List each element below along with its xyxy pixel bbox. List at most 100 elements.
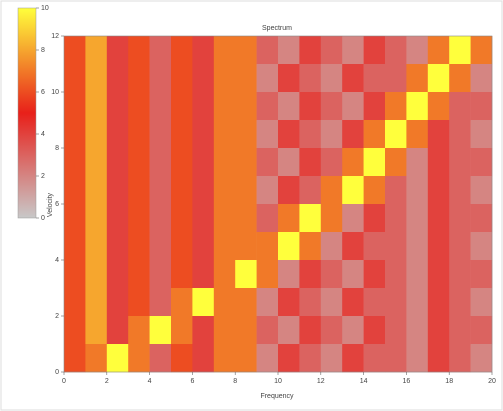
heatmap-cell <box>171 92 193 121</box>
heatmap-cell <box>342 316 364 345</box>
heatmap-cell <box>342 176 364 205</box>
heatmap-cell <box>192 288 215 317</box>
x-tick-label: 6 <box>190 378 194 385</box>
heatmap-cell <box>149 176 172 205</box>
heatmap-cell <box>320 232 343 261</box>
colorbar-tick-label: 6 <box>41 89 45 96</box>
heatmap-cell <box>299 64 322 93</box>
x-tick-label: 0 <box>62 378 66 385</box>
heatmap-cell <box>85 260 108 289</box>
heatmap-cell <box>171 316 193 345</box>
heatmap-cell <box>320 176 343 205</box>
heatmap-cell <box>235 316 257 345</box>
heatmap-cell <box>278 148 300 177</box>
heatmap-cell <box>449 176 471 205</box>
heatmap-cell <box>85 148 108 177</box>
heatmap-cell <box>278 92 300 121</box>
heatmap-cell <box>64 36 86 65</box>
x-tick-label: 18 <box>445 378 453 385</box>
heatmap-cell <box>106 92 129 121</box>
heatmap-cell <box>299 260 322 289</box>
heatmap-cell <box>256 260 279 289</box>
heatmap-cell <box>64 316 86 345</box>
heatmap-cell <box>278 260 300 289</box>
heatmap-cell <box>64 260 86 289</box>
heatmap-cell <box>192 204 215 233</box>
heatmap-cell <box>149 260 172 289</box>
heatmap-cell <box>192 232 215 261</box>
heatmap-cell <box>106 232 129 261</box>
heatmap-cell <box>256 148 279 177</box>
heatmap-cell <box>470 120 493 149</box>
heatmap-cell <box>385 344 407 373</box>
heatmap-cell <box>85 176 108 205</box>
heatmap-cell <box>85 204 108 233</box>
heatmap-cell <box>385 36 407 65</box>
heatmap-cell <box>278 120 300 149</box>
heatmap-cell <box>213 316 236 345</box>
heatmap-cell <box>449 36 471 65</box>
heatmap-cell <box>235 64 257 93</box>
x-tick-label: 8 <box>233 378 237 385</box>
heatmap-cell <box>278 232 300 261</box>
x-tick-label: 14 <box>360 378 368 385</box>
heatmap-cell <box>256 204 279 233</box>
heatmap-cell <box>363 64 386 93</box>
heatmap-cell <box>470 232 493 261</box>
heatmap-cell <box>449 64 471 93</box>
x-axis-label: Frequency <box>260 393 294 400</box>
heatmap-cell <box>278 288 300 317</box>
heatmap-cell <box>342 260 364 289</box>
heatmap-cell <box>363 316 386 345</box>
heatmap-cell <box>449 316 471 345</box>
heatmap-cell <box>149 64 172 93</box>
heatmap-cell <box>385 92 407 121</box>
heatmap-cell <box>449 120 471 149</box>
heatmap-cell <box>470 288 493 317</box>
heatmap-cell <box>128 316 150 345</box>
heatmap-cell <box>363 148 386 177</box>
heatmap-cell <box>85 316 108 345</box>
heatmap-cell <box>128 36 150 65</box>
heatmap-cell <box>256 64 279 93</box>
heatmap-cell <box>128 176 150 205</box>
colorbar-tick-label: 0 <box>41 215 45 222</box>
heatmap-cell <box>106 288 129 317</box>
heatmap-cell <box>449 92 471 121</box>
colorbar-tick-label: 10 <box>41 5 49 12</box>
heatmap-cell <box>299 204 322 233</box>
heatmap-cell <box>406 148 429 177</box>
x-tick-label: 2 <box>105 378 109 385</box>
heatmap-cell <box>256 288 279 317</box>
heatmap-cell <box>213 232 236 261</box>
heatmap-cell <box>106 120 129 149</box>
heatmap-cell <box>427 120 450 149</box>
heatmap-cell <box>278 344 300 373</box>
heatmap-cell <box>128 204 150 233</box>
heatmap-cell <box>235 176 257 205</box>
heatmap-cell <box>342 64 364 93</box>
heatmap-cell <box>406 288 429 317</box>
heatmap-cell <box>449 344 471 373</box>
x-tick-label: 4 <box>148 378 152 385</box>
heatmap-cell <box>299 232 322 261</box>
heatmap-cell <box>427 148 450 177</box>
heatmap-cell <box>149 36 172 65</box>
heatmap-cell <box>278 176 300 205</box>
heatmap-cell <box>213 344 236 373</box>
y-tick-label: 6 <box>55 201 59 208</box>
heatmap-cell <box>299 176 322 205</box>
heatmap-cell <box>406 64 429 93</box>
heatmap-cell <box>192 316 215 345</box>
heatmap-cell <box>320 64 343 93</box>
heatmap-cell <box>385 148 407 177</box>
heatmap-cell <box>278 36 300 65</box>
heatmap-cell <box>342 344 364 373</box>
heatmap-cell <box>320 148 343 177</box>
heatmap-cell <box>256 316 279 345</box>
heatmap-cell <box>171 232 193 261</box>
heatmap-cell <box>427 260 450 289</box>
heatmap-cell <box>342 148 364 177</box>
heatmap-cell <box>470 176 493 205</box>
heatmap-cell <box>235 148 257 177</box>
